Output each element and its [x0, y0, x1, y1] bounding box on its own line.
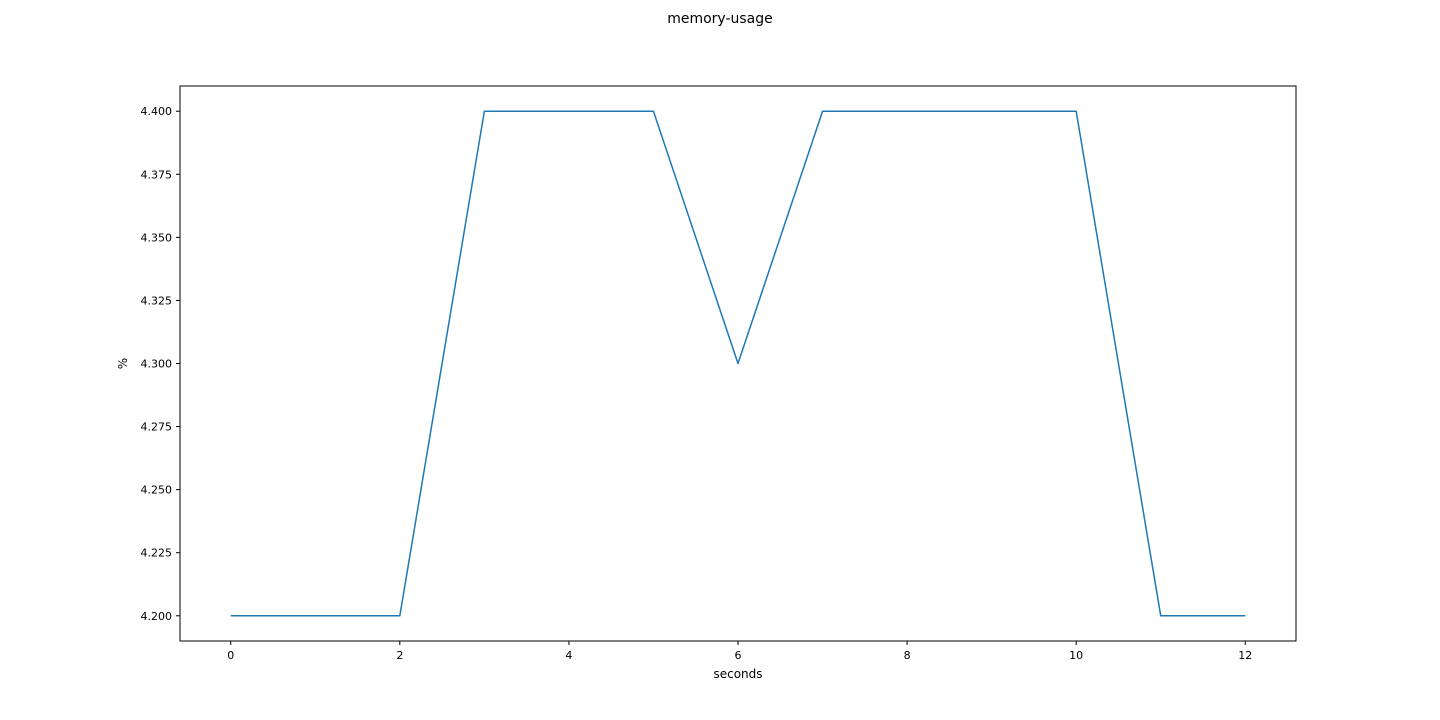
y-tick-label: 4.375 [141, 168, 173, 181]
series-line [230, 110, 1246, 617]
x-tick-label: 12 [1238, 649, 1252, 662]
series-group [230, 110, 1246, 617]
y-axis-label: % [116, 358, 130, 369]
y-tick-label: 4.275 [141, 421, 173, 434]
y-tick-label: 4.400 [141, 105, 173, 118]
plot-frame [179, 85, 1297, 642]
y-tick-label: 4.325 [141, 294, 173, 307]
y-tick-label: 4.350 [141, 231, 173, 244]
x-axis-ticks: 0 2 4 6 8 10 12 [227, 641, 1252, 662]
y-tick-label: 4.200 [141, 610, 173, 623]
x-axis-label: seconds [713, 667, 762, 681]
y-tick-label: 4.250 [141, 484, 173, 497]
x-tick-label: 10 [1069, 649, 1083, 662]
x-tick-label: 8 [904, 649, 911, 662]
x-tick-label: 4 [565, 649, 572, 662]
x-tick-label: 2 [396, 649, 403, 662]
chart-title: memory-usage [667, 11, 773, 27]
y-tick-label: 4.225 [141, 547, 173, 560]
x-tick-label: 6 [735, 649, 742, 662]
x-tick-label: 0 [227, 649, 234, 662]
y-tick-label: 4.300 [141, 358, 173, 371]
y-axis-ticks: 4.200 4.225 4.250 4.275 4.300 4.325 4.350 4.375… [141, 105, 180, 623]
